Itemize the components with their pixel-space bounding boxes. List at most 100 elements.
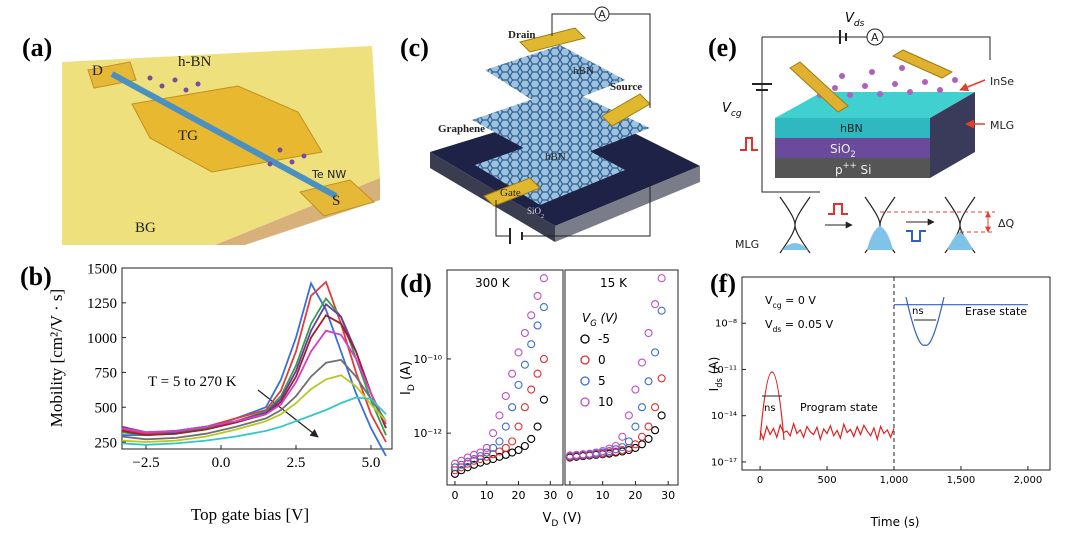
electrode xyxy=(891,49,954,79)
band-fill xyxy=(867,226,893,250)
panel-label: (b) xyxy=(20,262,52,291)
data-point xyxy=(611,441,620,451)
series-line xyxy=(122,280,387,457)
label: SiO2 xyxy=(830,142,856,159)
y-axis-label-part: I xyxy=(707,388,721,392)
annotation-sub: ds xyxy=(773,325,782,334)
data-point xyxy=(651,300,660,309)
y-tick-label: 10⁻¹² xyxy=(413,427,442,440)
data-point xyxy=(533,321,542,330)
label: MLG xyxy=(990,119,1014,132)
y-axis-label-part: (A) xyxy=(399,361,414,384)
y-tick-label: 750 xyxy=(95,366,118,382)
y-axis-label-part: (A) xyxy=(707,357,721,378)
x-axis-label: Top gate bias [V] xyxy=(191,505,309,524)
data-point xyxy=(539,395,548,404)
y-tick-label: 10⁻¹⁴ xyxy=(711,411,737,422)
series-line xyxy=(121,314,387,437)
annotation: Vds = 0.05 V xyxy=(765,318,834,334)
series-line xyxy=(121,329,387,434)
label: MLG xyxy=(735,238,759,251)
x-axis-label: VD (V) xyxy=(542,511,581,529)
label-sub: ds xyxy=(854,19,865,29)
pulse-icon xyxy=(906,230,926,242)
x-tick-label: 2.5 xyxy=(287,455,306,471)
label: Drain xyxy=(508,29,536,41)
data-point xyxy=(514,446,523,455)
legend-marker xyxy=(580,397,590,407)
plot-frame xyxy=(741,276,1051,471)
data-point xyxy=(533,369,542,378)
data-point xyxy=(520,328,529,338)
x-axis-label-sub: D xyxy=(551,519,558,529)
panel-c: A Drain Graphene hBN Source hBN Gate xyxy=(430,6,700,244)
hbn-layer xyxy=(775,118,930,138)
y-tick-label: 1500 xyxy=(87,261,117,277)
legend-title-sub: G xyxy=(590,318,597,328)
nanowire xyxy=(110,71,338,199)
x-tick-label: 0.0 xyxy=(212,455,231,471)
data-point xyxy=(457,466,466,475)
x-tick-label: 1,000 xyxy=(880,475,909,486)
series-line xyxy=(759,421,895,442)
pointer xyxy=(959,79,986,92)
ammeter xyxy=(866,28,884,46)
data-point xyxy=(657,374,666,383)
annotation-part: V xyxy=(765,294,773,307)
data-point xyxy=(501,422,510,431)
gate-electrode xyxy=(483,177,541,207)
data-point xyxy=(631,440,640,449)
y-axis-label-part: I xyxy=(399,391,414,395)
panel-label: (c) xyxy=(400,33,429,62)
annotation: T = 5 to 270 K xyxy=(148,374,237,390)
label-sub: 2 xyxy=(850,149,855,159)
label-part: p xyxy=(835,163,843,177)
data-point xyxy=(657,306,666,315)
substrate-side xyxy=(555,166,700,242)
legend-label: 0 xyxy=(598,353,606,367)
panel-a: D h-BN TG Te NW S BG xyxy=(62,46,380,245)
annotation-sub: cg xyxy=(773,301,782,310)
si-layer xyxy=(775,158,930,178)
y-axis-label-sub: ds xyxy=(714,378,724,388)
x-tick-label: 30 xyxy=(543,489,557,502)
data-point xyxy=(520,403,529,412)
label: hBN xyxy=(545,151,566,163)
band-fill xyxy=(782,243,808,250)
legend-label: 10 xyxy=(598,395,613,409)
x-tick-label: 10 xyxy=(480,489,494,502)
label: SiO2 xyxy=(527,206,544,220)
label-sub: cg xyxy=(731,109,742,119)
data-point xyxy=(644,422,653,431)
data-point xyxy=(527,311,536,320)
x-axis-label: Time (s) xyxy=(870,515,920,529)
sio2-layer xyxy=(775,138,930,158)
subplot-title: 15 K xyxy=(600,276,628,290)
data-point xyxy=(514,380,523,389)
data-point xyxy=(482,448,491,457)
hbn-atoms xyxy=(147,75,307,167)
label: Vcg xyxy=(722,101,742,119)
x-tick-label: 1,500 xyxy=(947,475,976,486)
legend-title: VG (V) xyxy=(582,311,618,328)
x-tick-label: 0 xyxy=(451,489,458,502)
pulse-icon xyxy=(740,137,758,151)
data-point xyxy=(501,391,510,401)
data-point xyxy=(527,434,536,443)
label: Te NW xyxy=(311,168,346,181)
x-tick-label: 30 xyxy=(661,489,675,502)
label: S xyxy=(332,193,340,209)
label: ΔQ xyxy=(998,217,1015,230)
legend-title-part: V xyxy=(582,311,591,325)
data-point xyxy=(539,274,548,283)
data-point xyxy=(651,403,660,412)
lattice-layer xyxy=(472,88,650,165)
data-point xyxy=(457,456,466,465)
data-point xyxy=(644,434,653,443)
x-tick-label: 0 xyxy=(566,489,573,502)
data-point xyxy=(637,358,647,367)
data-point xyxy=(520,360,529,369)
label: TG xyxy=(178,128,198,144)
lattice-layer xyxy=(485,45,625,110)
